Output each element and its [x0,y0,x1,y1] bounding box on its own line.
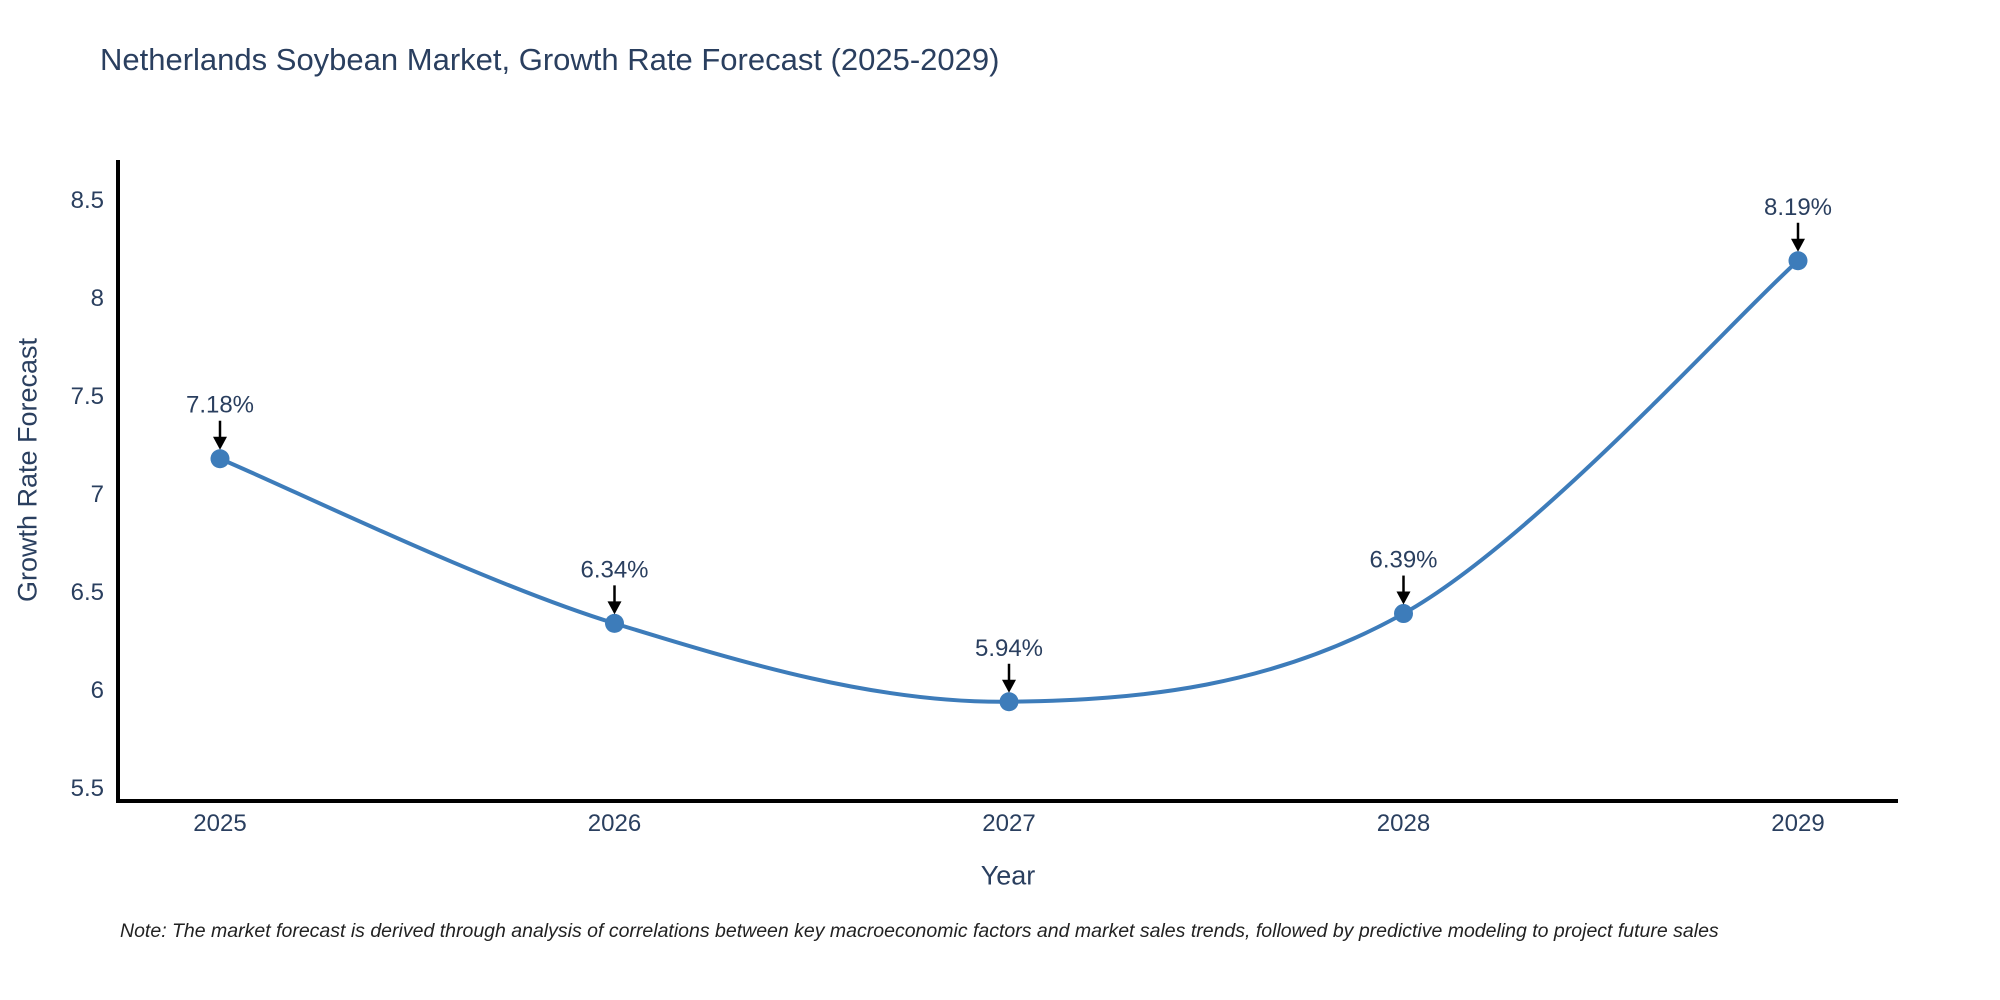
annotation-arrow-head [1791,238,1805,252]
x-axis-tick-label: 2029 [1771,810,1824,837]
x-axis-tick-label: 2025 [193,810,246,837]
y-axis-tick-label: 6.5 [71,579,104,606]
x-axis-tick-label: 2028 [1377,810,1430,837]
annotation-label: 8.19% [1764,194,1832,221]
data-point-marker [1788,251,1808,271]
annotation-label: 6.39% [1369,547,1437,574]
y-axis-tick-label: 7.5 [71,383,104,410]
data-point-marker [999,692,1019,712]
annotation-label: 6.34% [580,556,648,583]
y-axis-tick-label: 7 [91,481,104,508]
series-line [218,258,1800,704]
annotation-arrow-head [213,436,227,450]
x-axis-tick-label: 2027 [982,810,1035,837]
annotation-arrow-head [1002,679,1016,693]
x-axis-tick-label: 2026 [588,810,641,837]
y-axis-tick-label: 8 [91,285,104,312]
annotation-label: 7.18% [186,392,254,419]
annotation-arrow-head [607,601,622,615]
data-point-marker [210,449,230,469]
annotation-arrow-head [1396,591,1411,605]
annotation-label: 5.94% [975,635,1043,662]
y-axis-tick-label: 6 [91,677,104,704]
y-axis-tick-label: 8.5 [71,187,104,214]
x-axis-title: Year [980,860,1036,891]
chart-title: Netherlands Soybean Market, Growth Rate … [100,42,1000,77]
data-point-marker [605,613,624,633]
footnote: Note: The market forecast is derived thr… [120,920,1719,942]
y-axis-tick-label: 5.5 [71,775,104,802]
data-point-marker [1394,604,1413,624]
